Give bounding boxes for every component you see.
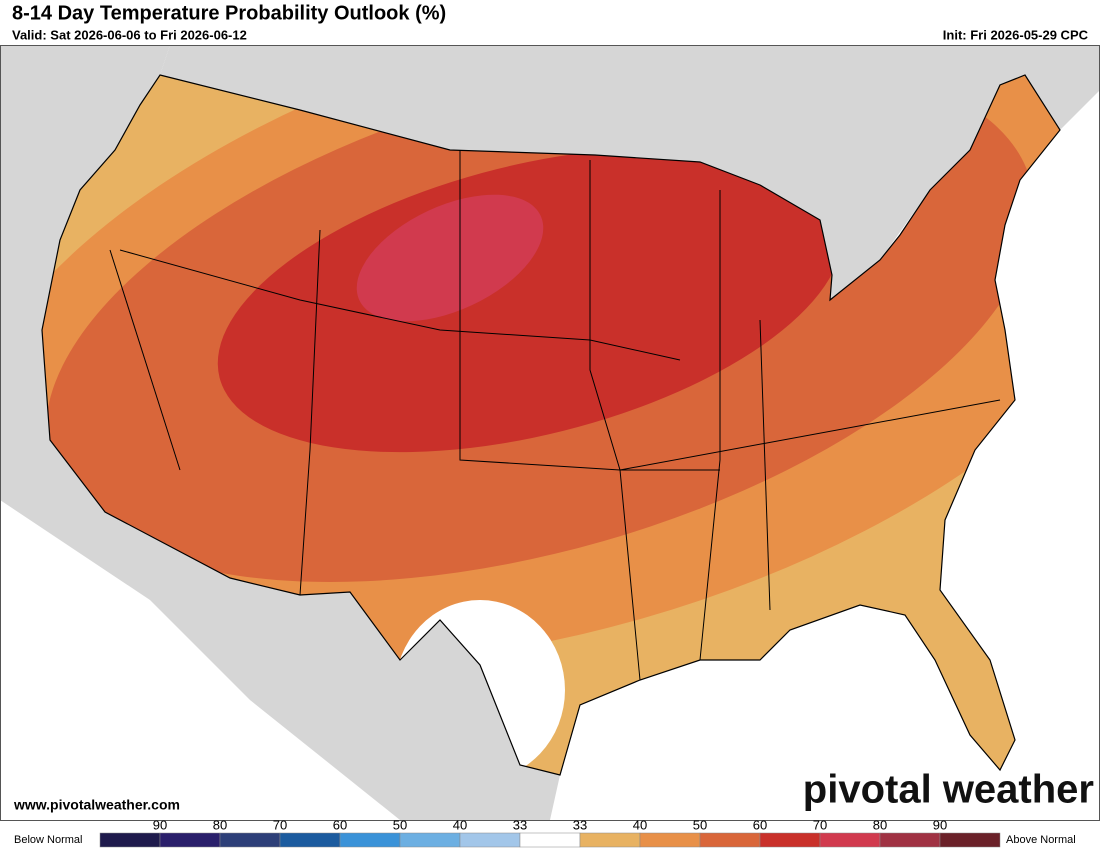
legend-swatch — [879, 832, 941, 848]
legend-tick-label: 40 — [453, 817, 467, 832]
legend-tick-label: 90 — [933, 817, 947, 832]
us-outline — [41, 74, 1061, 776]
legend-swatch — [399, 832, 461, 848]
zone-70 — [217, 147, 843, 453]
legend-swatch — [99, 832, 161, 848]
legend-tick-label: 70 — [813, 817, 827, 832]
legend-tick-label: 80 — [213, 817, 227, 832]
legend-swatch — [639, 832, 701, 848]
legend-tick-label: 33 — [513, 817, 527, 832]
legend-tick-label: 90 — [153, 817, 167, 832]
legend-tick-label: 70 — [273, 817, 287, 832]
legend-tick-label: 40 — [633, 817, 647, 832]
canada-land — [160, 45, 1100, 300]
valid-time: Valid: Sat 2026-06-06 to Fri 2026-06-12 — [12, 27, 247, 42]
legend-swatch — [699, 832, 761, 848]
logo: pivotal weather — [803, 768, 1094, 812]
legend-swatch — [339, 832, 401, 848]
title: 8-14 Day Temperature Probability Outlook… — [12, 2, 446, 24]
state-borders — [109, 150, 1001, 681]
legend-swatch — [819, 832, 881, 848]
legend: Below Normal Above Normal 90 80 70 60 50 40 33… — [14, 817, 1076, 848]
legend-swatch — [459, 832, 521, 848]
legend-below-label: Below Normal — [14, 834, 82, 846]
legend-swatch — [519, 832, 581, 848]
legend-swatch — [759, 832, 821, 848]
website: www.pivotalweather.com — [13, 797, 180, 813]
legend-swatch — [579, 832, 641, 848]
legend-tick-label: 50 — [693, 817, 707, 832]
legend-above-label: Above Normal — [1006, 834, 1076, 846]
legend-tick-label: 50 — [393, 817, 407, 832]
legend-tick-label: 60 — [753, 817, 767, 832]
legend-swatch — [939, 832, 1001, 848]
zone-80 — [356, 194, 544, 322]
legend-swatch — [279, 832, 341, 848]
legend-swatch — [159, 832, 221, 848]
init-time: Init: Fri 2026-05-29 CPC — [943, 27, 1089, 42]
legend-swatch — [219, 832, 281, 848]
legend-tick-label: 80 — [873, 817, 887, 832]
legend-tick-label: 33 — [573, 817, 587, 832]
mexico-canada-land — [0, 45, 560, 820]
legend-tick-label: 60 — [333, 817, 347, 832]
